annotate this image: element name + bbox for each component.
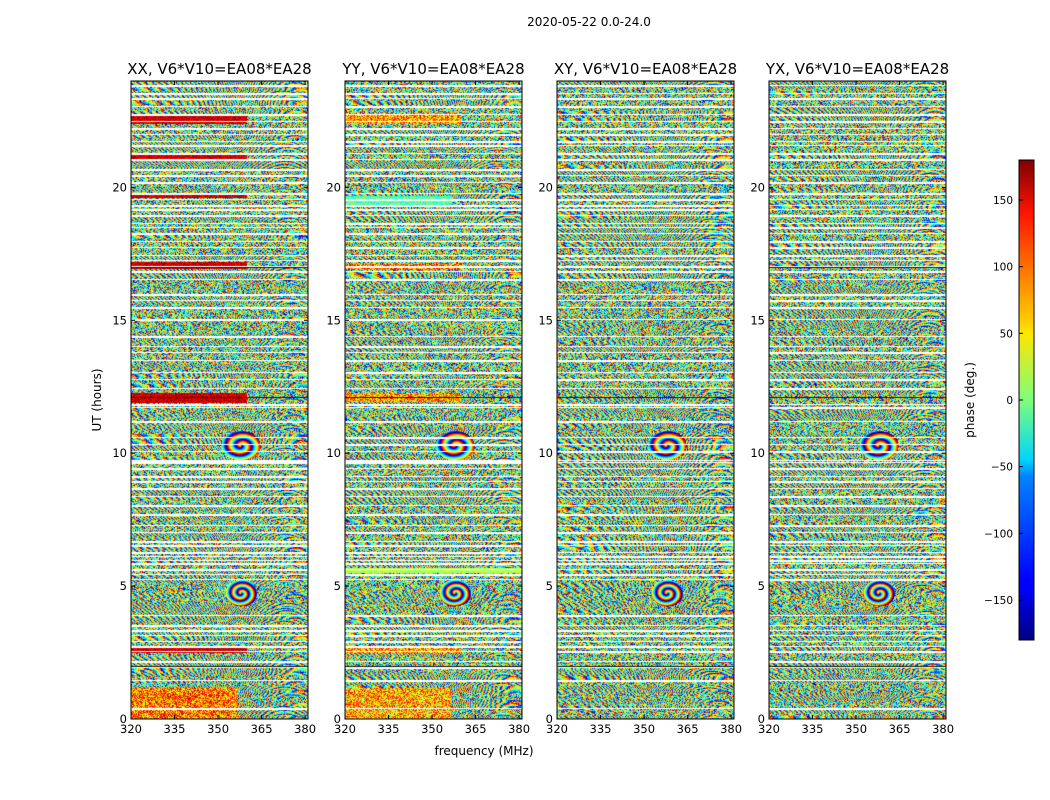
x-tick-label: 320	[546, 722, 568, 736]
y-tick-label: 5	[758, 579, 765, 593]
panels-group: XX, V6*V10=EA08*EA28 320 335 350 365 380 0 5 10 1…	[112, 60, 954, 736]
panel-yx: YX, V6*V10=EA08*EA28 320 335 350 365 380 0 5 10 1…	[750, 60, 954, 736]
x-tick-label: 380	[720, 722, 742, 736]
x-tick-label: 335	[590, 722, 612, 736]
phase-heatmap-image	[557, 81, 734, 719]
y-tick-label: 20	[326, 180, 341, 194]
x-tick-label: 350	[633, 722, 655, 736]
y-tick-label: 15	[750, 313, 765, 327]
y-tick-label: 5	[546, 579, 553, 593]
x-tick-label: 380	[294, 722, 316, 736]
x-tick-label: 320	[334, 722, 356, 736]
y-tick-label: 0	[758, 712, 765, 726]
panel-frame	[556, 80, 735, 720]
y-tick-label: 0	[334, 712, 341, 726]
panel-frame	[130, 80, 309, 720]
panel-frame	[344, 80, 523, 720]
y-tick-label: 0	[546, 712, 553, 726]
y-tick-label: 0	[120, 712, 127, 726]
y-tick-label: 20	[112, 180, 127, 194]
colorbar-label: phase (deg.)	[963, 362, 977, 438]
panel-frame	[768, 80, 947, 720]
panel-yy: YY, V6*V10=EA08*EA28 320 335 350 365 380 0 5 10 1…	[326, 60, 530, 736]
y-tick-label: 5	[334, 579, 341, 593]
colorbar-tick-label: 50	[1000, 328, 1013, 340]
figure-suptitle: 2020-05-22 0.0-24.0	[527, 15, 651, 29]
x-tick-label: 335	[378, 722, 400, 736]
x-tick-label: 320	[758, 722, 780, 736]
panel-xx: XX, V6*V10=EA08*EA28 320 335 350 365 380 0 5 10 1…	[112, 60, 316, 736]
x-tick-label: 365	[251, 722, 273, 736]
colorbar-ticks: 150 100 50 0 −50 −100 −150	[984, 195, 1023, 607]
y-tick-label: 15	[538, 313, 553, 327]
colorbar-tick-label: −150	[984, 595, 1013, 607]
panel-xy: XY, V6*V10=EA08*EA28 320 335 350 365 380 0 5 10 1…	[538, 60, 742, 736]
colorbar: 150 100 50 0 −50 −100 −150 phase (deg.)	[963, 159, 1035, 641]
y-tick-label: 20	[750, 180, 765, 194]
y-tick-label: 10	[750, 446, 765, 460]
x-tick-label: 335	[802, 722, 824, 736]
panel-title: YY, V6*V10=EA08*EA28	[341, 60, 524, 78]
x-tick-label: 335	[164, 722, 186, 736]
x-tick-label: 380	[508, 722, 530, 736]
y-tick-label: 10	[538, 446, 553, 460]
y-tick-label: 10	[112, 446, 127, 460]
y-tick-label: 15	[326, 313, 341, 327]
y-tick-label: 5	[120, 579, 127, 593]
phase-heatmap-image	[345, 81, 522, 719]
y-tick-label: 10	[326, 446, 341, 460]
x-tick-label: 365	[465, 722, 487, 736]
colorbar-tick-label: 100	[993, 262, 1013, 274]
x-tick-label: 350	[421, 722, 443, 736]
colorbar-tick-label: 150	[993, 195, 1013, 207]
y-axis-label: UT (hours)	[90, 368, 104, 431]
x-axis-label: frequency (MHz)	[434, 744, 533, 758]
panel-title: YX, V6*V10=EA08*EA28	[765, 60, 949, 78]
y-tick-label: 15	[112, 313, 127, 327]
x-tick-label: 350	[845, 722, 867, 736]
x-tick-label: 350	[207, 722, 229, 736]
colorbar-tick-label: 0	[1006, 395, 1013, 407]
x-tick-label: 365	[889, 722, 911, 736]
phase-heatmap-image	[131, 81, 308, 719]
phase-heatmap-image	[769, 81, 946, 719]
panel-title: XY, V6*V10=EA08*EA28	[554, 60, 737, 78]
x-tick-label: 380	[932, 722, 954, 736]
colorbar-tick-label: −100	[984, 528, 1013, 540]
x-tick-label: 365	[677, 722, 699, 736]
x-tick-label: 320	[120, 722, 142, 736]
y-tick-label: 20	[538, 180, 553, 194]
panel-title: XX, V6*V10=EA08*EA28	[127, 60, 311, 78]
colorbar-tick-label: −50	[991, 462, 1013, 474]
